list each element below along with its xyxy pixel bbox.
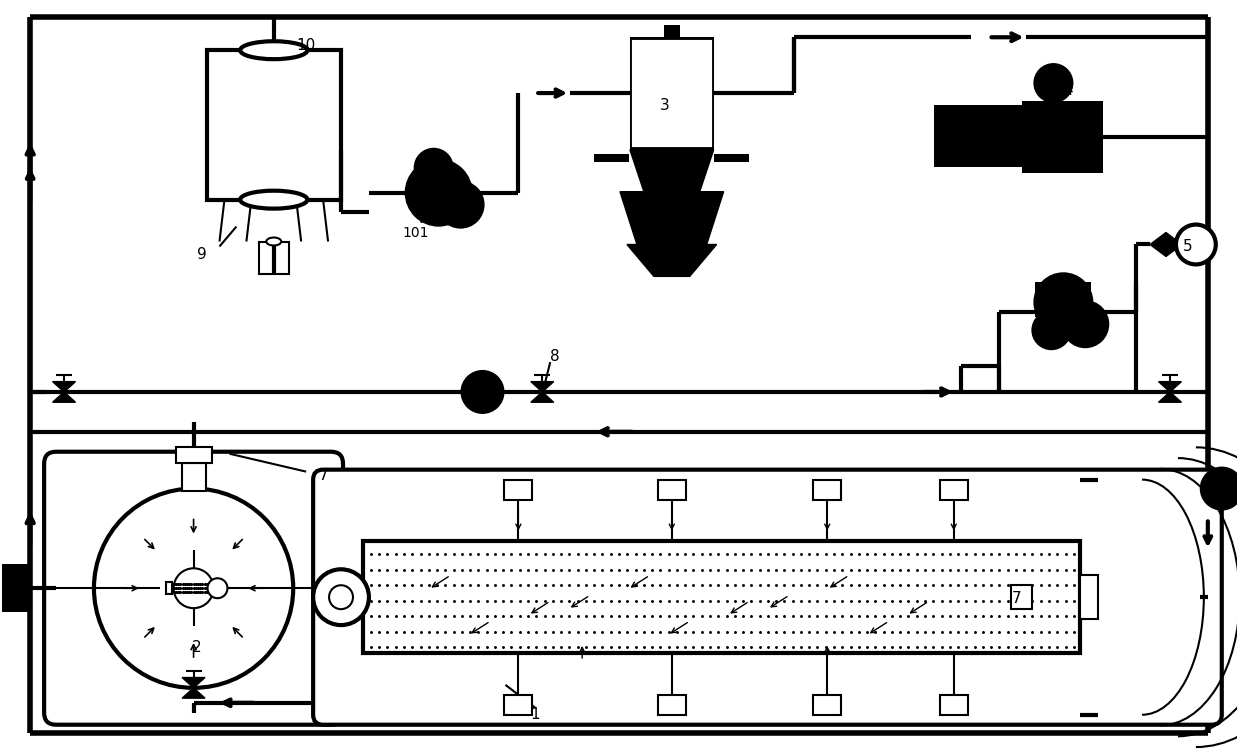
Text: 3: 3 [660, 97, 670, 112]
Polygon shape [629, 150, 714, 192]
Bar [629, 37, 714, 150]
Bar [593, 154, 629, 162]
Polygon shape [182, 678, 204, 688]
Circle shape [94, 489, 294, 688]
Polygon shape [627, 244, 716, 277]
Bar [504, 480, 533, 500]
Circle shape [173, 569, 213, 608]
Circle shape [406, 161, 471, 225]
Bar [1021, 101, 1103, 173]
Text: 2: 2 [192, 640, 202, 655]
Bar [363, 541, 1080, 653]
Polygon shape [1150, 232, 1166, 256]
Bar [1011, 585, 1032, 609]
Bar [934, 105, 1021, 167]
FancyBboxPatch shape [45, 452, 343, 725]
Text: 101: 101 [403, 225, 429, 240]
Text: 9: 9 [197, 247, 207, 262]
Circle shape [439, 182, 482, 226]
Circle shape [1063, 302, 1108, 346]
Text: 4: 4 [1063, 82, 1073, 97]
Text: 10: 10 [296, 38, 316, 53]
Bar [658, 480, 685, 500]
Text: 5: 5 [1183, 239, 1193, 254]
Circle shape [313, 569, 369, 625]
Bar [504, 695, 533, 715]
Ellipse shape [240, 191, 307, 209]
Polygon shape [530, 382, 554, 392]
Circle shape [462, 372, 503, 412]
Ellipse shape [266, 238, 281, 246]
Circle shape [1036, 65, 1072, 101]
Polygon shape [620, 192, 724, 244]
Polygon shape [1166, 232, 1182, 256]
Bar [1036, 282, 1092, 317]
Ellipse shape [240, 41, 307, 59]
Bar [176, 446, 212, 463]
Bar [1080, 575, 1098, 619]
Text: 7: 7 [318, 468, 328, 483]
Bar [2, 564, 30, 612]
Text: 1: 1 [530, 707, 540, 722]
Bar [940, 480, 968, 500]
Bar [658, 695, 685, 715]
Bar [259, 241, 289, 274]
Polygon shape [530, 392, 554, 402]
Circle shape [207, 578, 228, 598]
Bar [714, 154, 748, 162]
Polygon shape [52, 382, 76, 392]
Circle shape [1036, 274, 1092, 330]
Text: 7: 7 [1012, 590, 1021, 605]
Bar [664, 26, 680, 37]
Circle shape [1176, 225, 1215, 265]
Text: 6: 6 [1058, 292, 1068, 307]
Circle shape [330, 585, 353, 609]
Bar [634, 42, 710, 145]
Circle shape [1033, 312, 1069, 348]
Text: 8: 8 [550, 348, 560, 363]
Bar [813, 480, 841, 500]
Polygon shape [1158, 382, 1182, 392]
Circle shape [416, 150, 452, 185]
FancyBboxPatch shape [313, 470, 1222, 725]
Text: 8: 8 [1215, 484, 1225, 499]
Bar [940, 695, 968, 715]
Polygon shape [52, 392, 76, 402]
Polygon shape [1158, 392, 1182, 402]
Bar [813, 695, 841, 715]
Bar [207, 51, 341, 200]
Bar [182, 463, 206, 491]
Circle shape [1202, 469, 1239, 508]
Bar [166, 582, 172, 594]
Polygon shape [182, 688, 204, 698]
